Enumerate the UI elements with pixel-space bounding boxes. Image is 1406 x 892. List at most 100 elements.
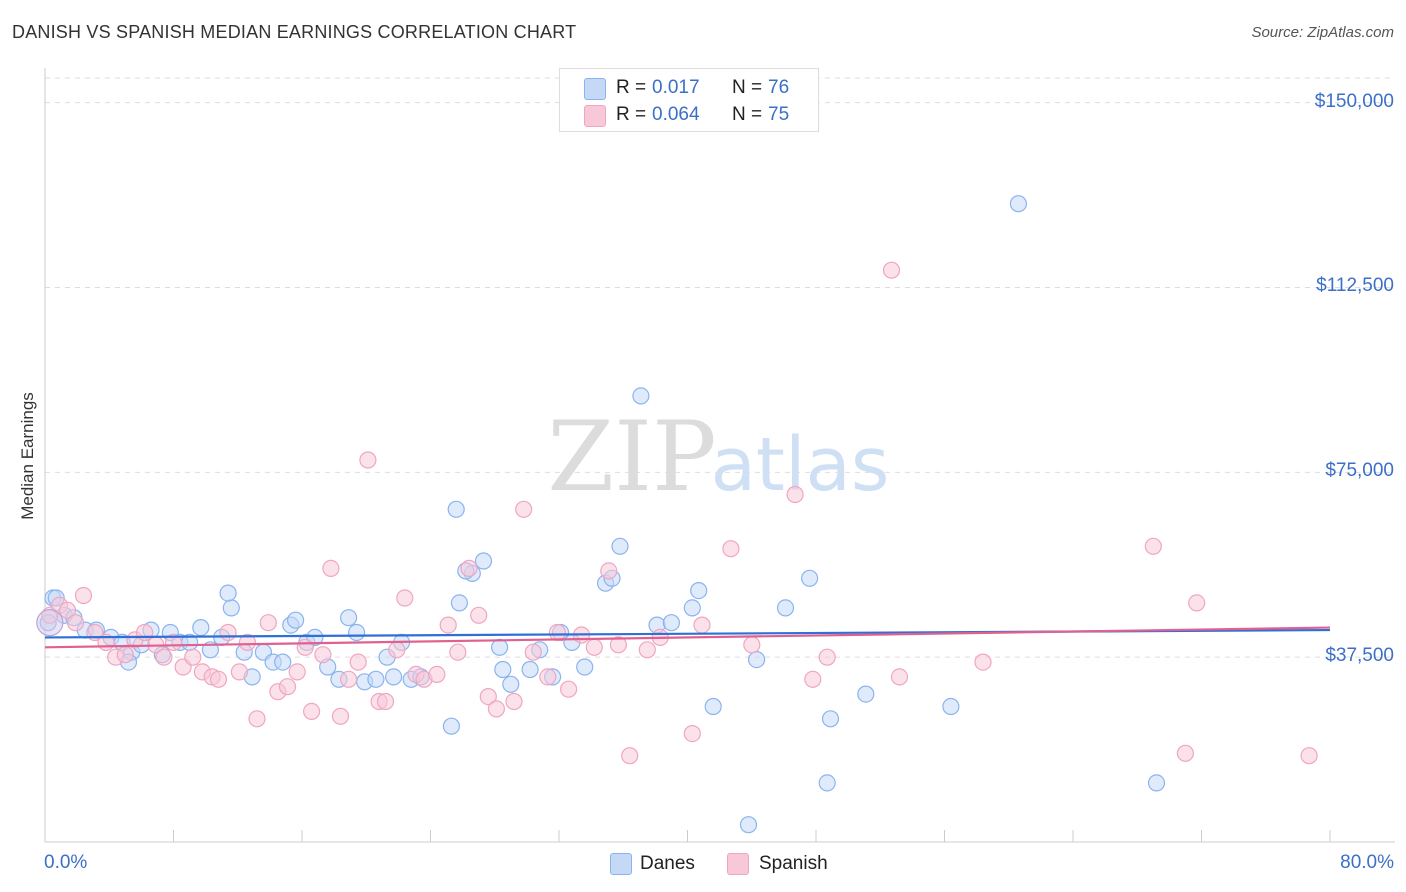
legend-spanish-swatch (727, 853, 749, 875)
spanish-swatch (584, 105, 606, 127)
series-danes-points (39, 195, 1166, 834)
danes-point (450, 594, 468, 612)
danes-r-label: R = (616, 77, 647, 98)
spanish-point (882, 261, 901, 279)
spanish-point (505, 692, 523, 711)
danes-point (219, 584, 237, 602)
spanish-point (1188, 594, 1206, 612)
spanish-point (818, 648, 836, 666)
y-tick-label: $112,500 (1316, 275, 1394, 297)
source-label: Source: ZipAtlas.com (1251, 24, 1394, 41)
danes-r-value: 0.017 (652, 77, 700, 98)
spanish-trend-line (44, 626, 1331, 649)
spanish-point (1176, 744, 1195, 762)
spanish-point (219, 623, 237, 642)
spanish-point (388, 641, 406, 659)
spanish-point (693, 616, 711, 634)
spanish-point (524, 643, 542, 661)
danes-point (704, 697, 722, 716)
spanish-point (722, 540, 740, 558)
spanish-r-label: R = (616, 104, 647, 125)
danes-point (683, 599, 701, 617)
grid-layer (45, 77, 1395, 658)
danes-point (521, 660, 539, 679)
spanish-point (609, 636, 628, 654)
y-tick-label: $150,000 (1314, 90, 1394, 112)
stats-legend: R = 0.017 N = 76 R = 0.064 N = 75 (559, 68, 819, 132)
spanish-point (322, 559, 340, 578)
danes-point (491, 638, 509, 656)
points-layer (36, 195, 1318, 834)
spanish-point (559, 680, 578, 698)
spanish-point (786, 485, 804, 504)
spanish-point (1300, 747, 1318, 765)
legend-danes-label: Danes (640, 853, 695, 874)
danes-point (776, 599, 795, 617)
danes-point (821, 710, 840, 728)
spanish-point (136, 623, 154, 642)
danes-point (662, 614, 681, 632)
spanish-point (479, 687, 497, 706)
spanish-point (449, 643, 467, 661)
danes-point (800, 569, 819, 587)
trend-layer (44, 626, 1331, 649)
x-tick-min: 0.0% (44, 852, 88, 873)
axis-layer (44, 68, 1395, 843)
spanish-point (238, 633, 256, 652)
origin-cluster-point (36, 609, 64, 637)
spanish-point (470, 606, 488, 624)
danes-point (367, 670, 385, 688)
spanish-point (314, 646, 332, 664)
danes-point (818, 774, 836, 792)
series-legend: Danes Spanish (0, 852, 1406, 878)
danes-point (502, 675, 520, 693)
danes-point (632, 387, 650, 405)
danes-point (611, 537, 629, 555)
spanish-point (209, 670, 228, 688)
legend-danes-swatch (610, 853, 632, 875)
danes-point (857, 685, 875, 703)
spanish-point (248, 710, 266, 728)
danes-n-label: N = (732, 77, 763, 98)
spanish-point (428, 665, 446, 684)
spanish-point (66, 614, 85, 632)
danes-point (192, 618, 210, 637)
danes-n-value: 76 (768, 77, 790, 98)
danes-point (576, 658, 594, 676)
danes-point (274, 653, 292, 671)
danes-point (340, 609, 358, 627)
spanish-point (890, 668, 909, 686)
watermark-zip: ZIP (547, 401, 716, 513)
danes-point (739, 816, 758, 834)
spanish-point (548, 623, 567, 642)
legend-spanish-label: Spanish (759, 853, 828, 874)
danes-point (447, 500, 465, 518)
x-tick-max: 80.0% (1340, 852, 1394, 873)
spanish-point (340, 670, 358, 688)
danes-point (287, 611, 305, 629)
y-tick-label: $37,500 (1325, 645, 1394, 667)
spanish-point (74, 586, 93, 605)
spanish-point (621, 747, 639, 765)
spanish-r-value: 0.064 (652, 104, 700, 125)
spanish-point (116, 646, 134, 664)
chart-title: DANISH VS SPANISH MEDIAN EARNINGS CORREL… (12, 22, 577, 42)
danes-point (474, 552, 493, 570)
spanish-point (331, 707, 350, 725)
spanish-point (743, 636, 761, 654)
spanish-point (288, 663, 306, 681)
danes-point (494, 660, 512, 679)
spanish-point (376, 692, 395, 711)
spanish-point (155, 648, 173, 666)
spanish-point (515, 500, 533, 518)
spanish-point (303, 702, 321, 721)
danes-point (1147, 774, 1166, 792)
spanish-point (1144, 537, 1162, 555)
spanish-point (359, 451, 377, 469)
spanish-point (804, 670, 822, 688)
spanish-point (349, 653, 367, 671)
spanish-point (230, 663, 248, 681)
spanish-n-label: N = (732, 104, 763, 125)
spanish-point (539, 668, 557, 686)
